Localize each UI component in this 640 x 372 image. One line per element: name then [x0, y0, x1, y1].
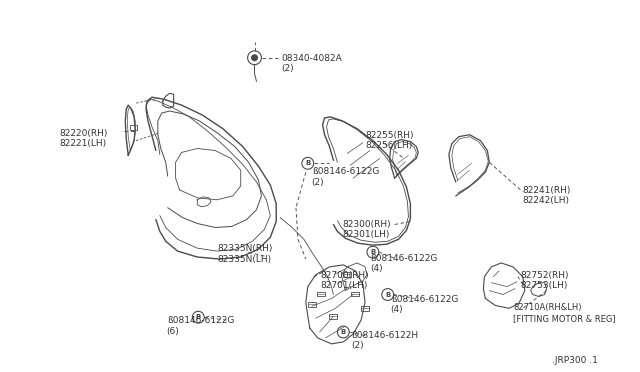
Text: ß08146-6122G
(4): ß08146-6122G (4) [370, 254, 437, 273]
Text: .JRP300 .1: .JRP300 .1 [552, 356, 598, 365]
Bar [317, 292, 324, 296]
Bar [351, 292, 359, 296]
Text: 82220(RH)
82221(LH): 82220(RH) 82221(LH) [59, 129, 108, 148]
Text: 82241(RH)
82242(LH): 82241(RH) 82242(LH) [523, 186, 572, 205]
Text: 82700(RH)
82701(LH): 82700(RH) 82701(LH) [321, 271, 369, 290]
Text: ß08146-6122G
(4): ß08146-6122G (4) [390, 295, 458, 314]
Text: B: B [371, 249, 376, 255]
Bar [343, 272, 351, 277]
Text: 08340-4082A
(2): 08340-4082A (2) [281, 54, 342, 73]
Text: B: B [305, 160, 310, 166]
Text: ß08146-6122G
(6): ß08146-6122G (6) [167, 316, 234, 336]
Bar [130, 125, 137, 130]
Bar [308, 302, 316, 307]
Text: B: B [340, 329, 346, 335]
Bar [361, 307, 369, 311]
Text: B: B [196, 314, 201, 320]
Text: 82255(RH)
82256(LH): 82255(RH) 82256(LH) [365, 131, 413, 150]
Text: 82335N(RH)
82335N(LH): 82335N(RH) 82335N(LH) [217, 244, 273, 264]
Text: 82710A(RH&LH)
[FITTING MOTOR & REG]: 82710A(RH&LH) [FITTING MOTOR & REG] [513, 304, 616, 323]
Bar [330, 314, 337, 319]
Text: 82752(RH)
82753(LH): 82752(RH) 82753(LH) [520, 271, 568, 290]
Text: ß08146-6122G
(2): ß08146-6122G (2) [312, 167, 379, 187]
Text: ß08146-6122H
(2): ß08146-6122H (2) [351, 331, 419, 350]
Text: B: B [385, 292, 390, 298]
Circle shape [252, 55, 257, 61]
Text: 82300(RH)
82301(LH): 82300(RH) 82301(LH) [342, 219, 391, 239]
